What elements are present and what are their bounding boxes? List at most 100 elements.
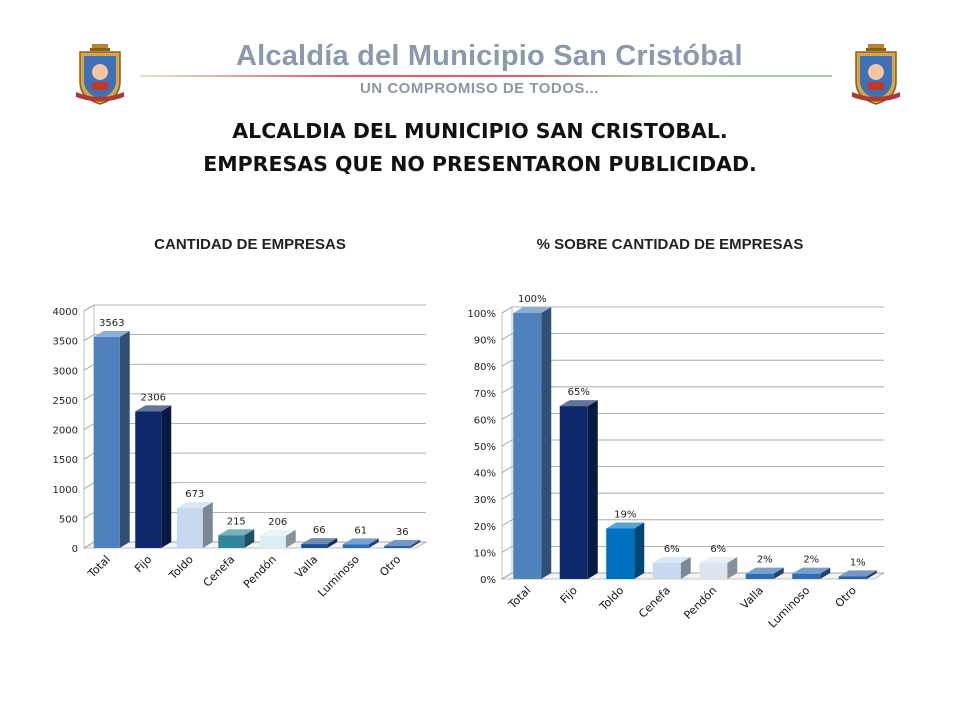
data-label: 206 xyxy=(268,517,287,528)
gridline xyxy=(83,304,426,312)
bar-total xyxy=(513,307,552,579)
bar-top xyxy=(384,539,421,546)
x-tick-label: Valla xyxy=(293,553,321,581)
data-label: 2% xyxy=(757,555,773,566)
y-tick-label: 80% xyxy=(474,362,496,373)
bar-side xyxy=(161,405,172,548)
y-tick-label: 10% xyxy=(474,548,496,559)
bar-top xyxy=(218,529,255,536)
bar-top xyxy=(135,405,172,412)
data-label: 65% xyxy=(568,387,590,398)
x-tick-label: Toldo xyxy=(166,553,196,583)
data-label: 61 xyxy=(354,525,367,536)
bar-otro xyxy=(838,570,877,579)
data-label: 215 xyxy=(227,516,246,527)
bar-luminoso xyxy=(342,538,379,548)
gridline xyxy=(501,519,884,527)
x-tick-label: Pendón xyxy=(681,584,719,622)
bar-front xyxy=(259,535,286,548)
bar-top xyxy=(301,538,338,545)
x-tick-label: Fijo xyxy=(558,584,580,606)
bar-top xyxy=(606,522,645,529)
bar-side xyxy=(680,557,691,579)
bar-side xyxy=(727,557,738,579)
y-tick-label: 2500 xyxy=(53,396,78,407)
gridline xyxy=(83,363,426,371)
bar-front xyxy=(513,313,542,579)
bar-fijo xyxy=(135,405,172,548)
y-tick-label: 1500 xyxy=(53,455,78,466)
gridline xyxy=(501,412,884,420)
brand-divider xyxy=(140,75,832,77)
data-label: 19% xyxy=(614,509,636,520)
y-tick-label: 3000 xyxy=(53,366,78,377)
municipal-seal-icon xyxy=(76,44,124,105)
chart-quantity: 0 500 1000 1500 2000 2500 3000 3500 4000 3563 Tota… xyxy=(53,304,428,599)
y-tick-label: 2000 xyxy=(53,426,78,437)
bar-side xyxy=(244,529,255,548)
bar-side xyxy=(634,522,645,579)
x-tick-label: Cenefa xyxy=(636,584,673,621)
y-tick-label: 30% xyxy=(474,495,496,506)
bar-front xyxy=(93,336,120,548)
x-tick-label: Luminoso xyxy=(766,584,813,631)
bar-otro xyxy=(384,539,421,548)
bar-front xyxy=(606,528,635,579)
bar-cenefa xyxy=(652,557,691,579)
bar-top xyxy=(652,557,691,564)
bar-pendón xyxy=(699,557,738,579)
bar-top xyxy=(342,538,379,545)
chart-percentage: 0% 10% 20% 30% 40% 50% 60% 70% 80% 90% 100% 100% Tot… xyxy=(467,294,886,631)
y-tick-label: 60% xyxy=(474,415,496,426)
data-label: 1% xyxy=(850,557,866,568)
y-tick-label: 20% xyxy=(474,522,496,533)
x-tick-label: Fijo xyxy=(132,553,154,575)
bar-side xyxy=(327,538,338,548)
brand-tagline: UN COMPROMISO DE TODOS... xyxy=(360,80,599,97)
page-title: ALCALDIA DEL MUNICIPIO SAN CRISTOBAL. EM… xyxy=(0,115,960,181)
bar-side xyxy=(866,570,877,579)
gridline xyxy=(501,306,884,314)
bar-top xyxy=(699,557,738,564)
data-label: 673 xyxy=(185,489,204,500)
y-tick-label: 50% xyxy=(474,442,496,453)
x-tick-label: Cenefa xyxy=(201,553,238,590)
bar-front xyxy=(745,573,774,579)
data-label: 2306 xyxy=(141,392,166,403)
bar-side xyxy=(202,502,213,548)
header: Alcaldía del Municipio San Cristóbal UN … xyxy=(0,0,960,110)
bar-top xyxy=(93,330,130,337)
y-tick-label: 0 xyxy=(72,544,78,555)
data-label: 66 xyxy=(313,525,326,536)
bar-top xyxy=(559,400,598,407)
gridline xyxy=(501,466,884,473)
bar-top xyxy=(176,502,213,509)
bar-top xyxy=(838,570,877,577)
bar-side xyxy=(368,538,379,548)
y-tick-label: 500 xyxy=(59,514,78,525)
x-tick-label: Total xyxy=(505,584,533,612)
x-tick-label: Total xyxy=(85,553,113,581)
gridline xyxy=(501,492,884,500)
bar-side xyxy=(773,567,784,579)
bar-front xyxy=(342,544,369,548)
gridline xyxy=(83,393,426,401)
y-tick-label: 0% xyxy=(480,575,496,586)
bar-front xyxy=(699,563,728,579)
y-tick-label: 90% xyxy=(474,336,496,347)
data-label: 100% xyxy=(518,294,547,305)
bar-toldo xyxy=(176,502,213,548)
y-tick-label: 100% xyxy=(467,309,496,320)
page-title-line-1: ALCALDIA DEL MUNICIPIO SAN CRISTOBAL. xyxy=(232,119,728,143)
bar-pendón xyxy=(259,529,296,548)
bar-front xyxy=(792,573,821,579)
bar-front xyxy=(652,563,681,579)
gridline xyxy=(501,386,884,394)
bar-side xyxy=(285,529,296,548)
bar-front xyxy=(384,545,411,548)
bar-luminoso xyxy=(792,567,831,579)
bar-side xyxy=(410,539,421,548)
y-tick-label: 4000 xyxy=(53,307,78,318)
bar-side xyxy=(820,567,831,579)
x-tick-label: Pendón xyxy=(241,553,279,591)
